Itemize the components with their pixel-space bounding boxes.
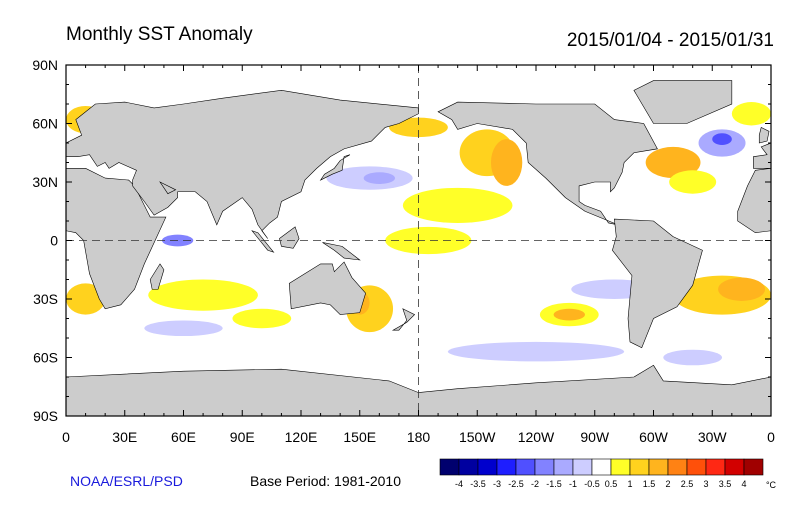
x-tick-label: 90E (230, 429, 255, 445)
date-range: 2015/01/04 - 2015/01/31 (566, 30, 774, 51)
y-tick-label: 0 (50, 233, 58, 249)
landmass-eurasia (66, 90, 419, 239)
y-tick-label: 90N (32, 57, 58, 73)
y-tick-label: 30S (33, 291, 58, 307)
colorbar-swatch (477, 458, 498, 476)
colorbar-label: 0.5 (605, 479, 618, 489)
anomaly-region (389, 117, 448, 138)
colorbar-swatch (705, 458, 726, 476)
landmass-new-zealand (391, 308, 416, 331)
landmass-new-guinea (322, 242, 361, 261)
credit-label: NOAA/ESRL/PSD (70, 473, 183, 489)
x-tick-label: 150E (343, 429, 376, 445)
colorbar-swatch (515, 458, 536, 476)
colorbar-swatch (439, 458, 460, 476)
y-tick-label: 90S (33, 408, 58, 424)
x-tick-label: 30E (112, 429, 137, 445)
x-tick-label: 60W (639, 429, 669, 445)
colorbar-swatch (667, 458, 688, 476)
colorbar-label: -4 (455, 479, 463, 489)
colorbar-label: -1 (569, 479, 577, 489)
anomaly-region (447, 341, 625, 362)
anomaly-region (385, 226, 472, 255)
landmass-australia (288, 261, 366, 315)
landmass-madagascar (149, 263, 165, 290)
anomaly-region (144, 320, 223, 337)
colorbar-swatch (743, 458, 764, 476)
landmass-uk (758, 126, 770, 144)
colorbar-label: 2.5 (681, 479, 694, 489)
colorbar-swatch (591, 458, 612, 476)
colorbar-label: 3 (703, 479, 708, 489)
colorbar-swatch (610, 458, 631, 476)
colorbar-swatch (724, 458, 745, 476)
anomaly-region (731, 102, 771, 126)
colorbar-swatch (572, 458, 593, 476)
y-tick-label: 60N (32, 116, 58, 132)
x-tick-label: 90W (580, 429, 610, 445)
landmass-arabia-gulf (159, 181, 177, 195)
x-tick-label: 30W (698, 429, 728, 445)
landmass-antarctica (66, 364, 771, 416)
plot-area (66, 80, 771, 416)
map-title: Monthly SST Anomaly (66, 24, 253, 45)
anomaly-region (490, 139, 523, 186)
landmass-sumatra (251, 230, 275, 253)
landmass-europe-west (753, 142, 771, 169)
colorbar-label: 1.5 (643, 479, 656, 489)
anomaly-region (669, 170, 717, 194)
colorbar-label: 4 (741, 479, 746, 489)
landmass-greenland (633, 80, 733, 124)
colorbar-unit: °C (766, 480, 777, 490)
colorbar-label: -2 (531, 479, 539, 489)
landmass-south-america (612, 218, 703, 349)
colorbar-label: 1 (627, 479, 632, 489)
x-tick-label: 0 (767, 429, 775, 445)
colorbar-label: -1.5 (546, 479, 562, 489)
anomaly-region (402, 187, 513, 223)
x-tick-label: 150W (459, 429, 496, 445)
y-tick-label: 30N (32, 174, 58, 190)
anomaly-region (363, 172, 395, 184)
colorbar-swatch (534, 458, 555, 476)
colorbar-label: 3.5 (719, 479, 732, 489)
colorbar-label: -0.5 (584, 479, 600, 489)
anomaly-region (66, 283, 106, 315)
anomaly-region (553, 308, 585, 321)
colorbar-swatch (553, 458, 574, 476)
colorbar-swatch (629, 458, 650, 476)
anomaly-region (148, 279, 258, 311)
colorbar-swatch (496, 458, 517, 476)
landmass-japan (319, 154, 351, 181)
x-tick-label: 120W (518, 429, 555, 445)
anomaly-region (232, 308, 292, 329)
y-tick-label: 60S (33, 350, 58, 366)
colorbar-label: -2.5 (508, 479, 524, 489)
colorbar-swatch (686, 458, 707, 476)
x-tick-label: 60E (171, 429, 196, 445)
landmass-africa-west (737, 168, 771, 234)
colorbar-label: -3 (493, 479, 501, 489)
colorbar-swatch (648, 458, 669, 476)
landmass-africa-east (66, 168, 167, 310)
colorbar-label: 2 (665, 479, 670, 489)
x-tick-label: 0 (62, 429, 70, 445)
anomaly-region (645, 146, 701, 179)
anomaly-region (663, 349, 723, 366)
base-period-label: Base Period: 1981-2010 (250, 473, 401, 489)
x-tick-label: 180 (407, 429, 431, 445)
colorbar-label: -3.5 (470, 479, 486, 489)
landmass-borneo (279, 226, 300, 249)
anomaly-region (712, 133, 732, 145)
x-tick-label: 120E (285, 429, 318, 445)
colorbar-swatch (458, 458, 479, 476)
anomaly-region (718, 277, 766, 301)
landmass-north-america (437, 101, 658, 226)
